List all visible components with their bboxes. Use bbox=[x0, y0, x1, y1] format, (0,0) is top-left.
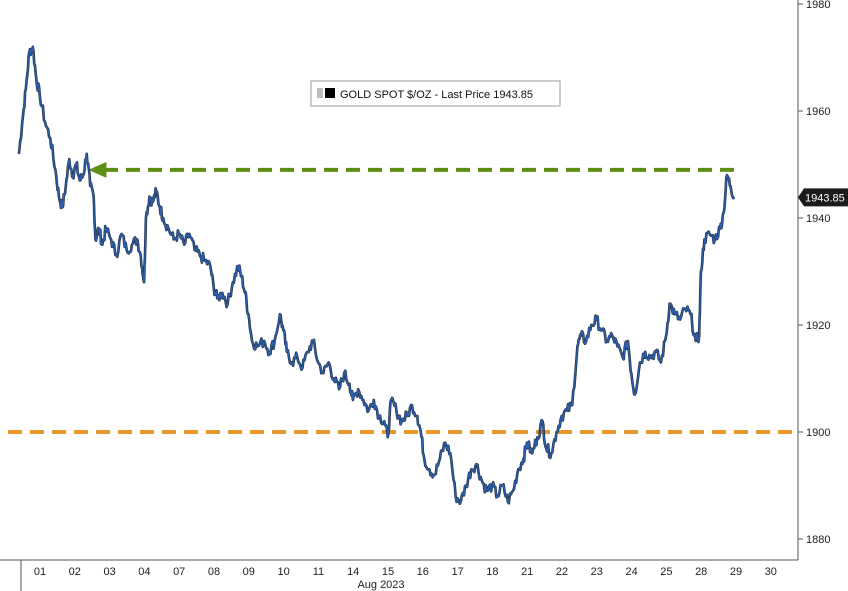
y-tick-label: 1980 bbox=[806, 0, 830, 11]
x-tick-label: 23 bbox=[591, 566, 603, 578]
x-tick-label: 04 bbox=[138, 566, 150, 578]
series-layer bbox=[17, 45, 736, 505]
x-tick-label: 17 bbox=[451, 566, 463, 578]
y-tick-label: 1920 bbox=[806, 320, 830, 332]
legend-swatch-fill-icon bbox=[325, 88, 335, 98]
x-tick-label: 09 bbox=[243, 566, 255, 578]
x-tick-label: 14 bbox=[347, 566, 359, 578]
x-tick-label: 18 bbox=[486, 566, 498, 578]
x-tick-label: 21 bbox=[521, 566, 533, 578]
legend-box bbox=[310, 80, 561, 107]
price-series-line bbox=[18, 46, 735, 505]
y-tick-label: 1900 bbox=[806, 427, 830, 439]
y-tick-label: 1960 bbox=[806, 106, 830, 118]
annotation-layer bbox=[8, 161, 798, 434]
x-tick-label: 07 bbox=[173, 566, 185, 578]
x-tick-label: 30 bbox=[765, 566, 777, 578]
last-price-label: 1943.85 bbox=[805, 192, 845, 204]
x-tick-label: 29 bbox=[730, 566, 742, 578]
y-tick-label: 1940 bbox=[806, 213, 830, 225]
legend-label: GOLD SPOT $/OZ - Last Price 1943.85 bbox=[340, 89, 533, 101]
x-tick-label: 10 bbox=[277, 566, 289, 578]
x-month-label: Aug 2023 bbox=[357, 579, 404, 591]
legend-swatch-icon bbox=[317, 88, 323, 98]
x-tick-label: 03 bbox=[103, 566, 115, 578]
x-tick-label: 28 bbox=[695, 566, 707, 578]
x-tick-label: 01 bbox=[34, 566, 46, 578]
x-tick-label: 22 bbox=[556, 566, 568, 578]
last-price-tag-shape bbox=[798, 188, 848, 207]
x-tick-label: 24 bbox=[625, 566, 637, 578]
y-tick-labels: 1880 1900 1920 1940 1960 1980 bbox=[798, 0, 830, 546]
x-tick-label: 16 bbox=[417, 566, 429, 578]
x-tick-label: 25 bbox=[660, 566, 672, 578]
x-tick-label: 11 bbox=[313, 566, 324, 578]
legend: GOLD SPOT $/OZ - Last Price 1943.85 bbox=[310, 80, 561, 107]
x-tick-label: 08 bbox=[208, 566, 220, 578]
last-price-tag: 1943.85 bbox=[798, 188, 848, 207]
x-tick-label: 02 bbox=[69, 566, 81, 578]
arrow-left-icon bbox=[88, 161, 107, 178]
y-tick-label: 1880 bbox=[806, 534, 830, 546]
x-tick-label: 15 bbox=[382, 566, 394, 578]
x-tick-labels: 01 02 03 04 07 08 09 10 11 14 15 16 17 18 21 22 23 24 25 28… bbox=[34, 566, 777, 578]
